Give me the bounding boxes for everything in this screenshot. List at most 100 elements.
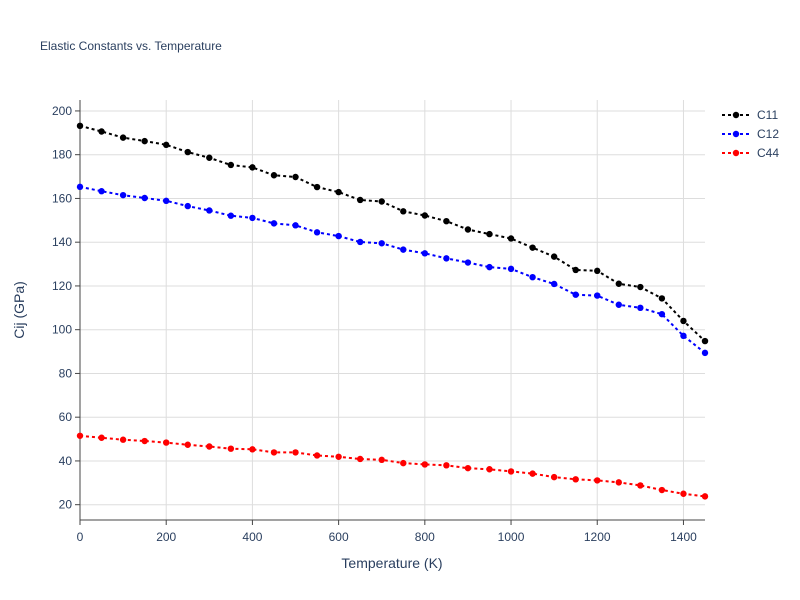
data-point-c44 [486,466,493,473]
data-point-c44 [378,456,385,464]
data-point-c11 [658,295,666,302]
data-point-c11 [76,122,84,130]
data-point-c12 [529,273,536,281]
data-point-c44 [119,436,127,443]
data-point-c12 [163,197,170,205]
data-point-c11 [421,212,429,219]
legend-marker [732,149,740,157]
y-tick-label: 160 [52,191,72,205]
data-point-c12 [227,212,235,219]
data-point-c12 [119,191,127,199]
data-point-c12 [594,292,601,299]
x-tick-label: 800 [415,530,435,544]
data-point-c12 [335,232,342,240]
data-point-c44 [464,464,472,472]
data-point-c11 [335,188,342,196]
legend-item-c11[interactable]: C11 [722,108,778,122]
data-point-c12 [701,349,709,357]
axes: 0 200 400 600 800 1000 1200 1400 20 40 60 80 100 120 1… [52,100,705,544]
data-point-c12 [464,259,472,266]
data-point-c44 [335,453,342,460]
data-point-c12 [637,304,644,312]
series-c44 [76,432,709,500]
series-c12 [76,183,709,357]
data-point-c12 [443,255,450,262]
data-point-c12 [400,246,407,253]
grid [79,100,705,520]
y-axis-title: Cij (GPa) [11,281,27,339]
data-point-c44 [141,437,148,445]
legend: C11 C12 C44 [722,108,779,160]
data-point-c44 [98,434,105,441]
data-point-c11 [637,283,644,291]
data-point-c44 [400,459,407,467]
legend-marker [732,130,740,138]
legend-label: C11 [757,108,778,122]
data-point-c12 [421,250,429,257]
data-point-c44 [227,445,235,452]
data-point-c12 [313,229,321,236]
series-line-c44 [79,434,706,498]
data-point-c44 [615,479,622,486]
data-point-c11 [356,196,364,204]
data-point-c12 [141,194,148,202]
data-point-c44 [701,493,709,500]
data-point-c44 [270,449,278,456]
data-point-c44 [637,482,644,489]
x-tick-label: 1400 [670,530,697,544]
data-point-c12 [507,265,515,273]
y-tick-label: 180 [52,148,72,162]
data-point-c44 [421,461,429,468]
y-tick-label: 140 [52,235,72,249]
data-point-c12 [378,240,385,247]
data-point-c11 [227,161,235,169]
data-point-c12 [658,310,666,318]
plot-area [76,122,709,500]
x-tick-label: 0 [77,530,84,544]
chart-title: Elastic Constants vs. Temperature [40,39,222,53]
y-tick-label: 200 [52,104,72,118]
x-tick-label: 600 [329,530,349,544]
x-tick-label: 1200 [584,530,611,544]
data-point-c11 [163,141,170,149]
data-point-c12 [292,222,299,229]
x-tick-label: 1000 [498,530,525,544]
data-point-c11 [313,183,321,191]
data-point-c11 [206,154,213,161]
data-point-c11 [594,267,601,275]
y-tick-label: 40 [59,454,73,468]
data-point-c11 [680,317,687,325]
legend-item-c44[interactable]: C44 [722,146,779,160]
data-point-c44 [658,486,666,494]
data-point-c12 [76,183,84,191]
data-point-c44 [594,477,601,484]
y-tick-label: 20 [59,498,73,512]
data-point-c11 [443,217,450,225]
data-point-c44 [292,449,299,456]
data-point-c11 [270,172,278,179]
data-point-c12 [572,291,579,298]
data-point-c44 [163,439,170,446]
data-point-c12 [249,214,256,222]
legend-item-c12[interactable]: C12 [722,127,779,141]
series-c11 [76,122,709,345]
data-point-c44 [550,473,558,481]
data-point-c12 [98,188,105,195]
data-point-c11 [249,164,256,171]
data-point-c44 [529,470,536,477]
data-point-c11 [486,230,493,238]
data-point-c11 [378,198,385,205]
data-point-c11 [550,253,558,260]
data-point-c11 [529,244,536,251]
data-point-c11 [98,128,105,135]
x-tick-label: 200 [156,530,176,544]
data-point-c44 [313,452,321,459]
x-axis-title: Temperature (K) [341,555,442,571]
data-point-c11 [141,137,148,145]
data-point-c44 [184,441,191,448]
data-point-c11 [701,337,709,345]
x-tick-label: 400 [242,530,262,544]
data-point-c44 [356,455,364,463]
series-line-c12 [79,185,706,354]
